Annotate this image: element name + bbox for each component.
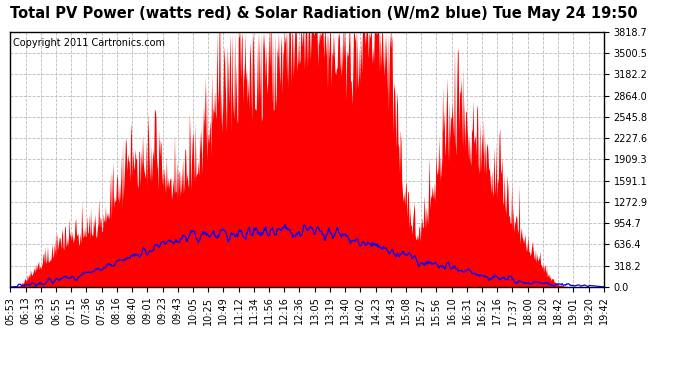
Text: Total PV Power (watts red) & Solar Radiation (W/m2 blue) Tue May 24 19:50: Total PV Power (watts red) & Solar Radia… (10, 6, 638, 21)
Text: Copyright 2011 Cartronics.com: Copyright 2011 Cartronics.com (13, 38, 166, 48)
